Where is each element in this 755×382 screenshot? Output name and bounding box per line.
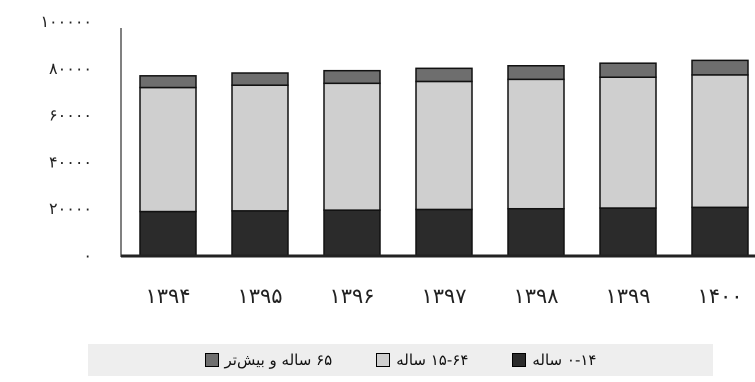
legend-item-0-14: ۰-۱۴ ساله <box>512 351 597 369</box>
x-tick-label: ۱۳۹۴ <box>145 284 190 308</box>
bar-segment-2-2 <box>231 84 289 212</box>
bar-segment-1-1 <box>139 210 197 257</box>
bar-segment-3-3 <box>323 69 381 85</box>
x-tick-label: ۱۳۹۶ <box>329 284 374 308</box>
bar-segment-2-1 <box>139 86 197 213</box>
bars-layer <box>139 59 749 257</box>
y-tick-label: ۱۰۰۰۰۰ <box>40 12 92 31</box>
bar-segment-1-4 <box>415 208 473 257</box>
bar-segment-1-5 <box>507 207 565 257</box>
bar-segment-1-3 <box>323 209 381 257</box>
y-tick-label: ۶۰۰۰۰ <box>49 106 92 125</box>
y-tick-label: ۰ <box>83 246 92 265</box>
bar-segment-2-7 <box>691 74 749 209</box>
x-tick-label: ۱۳۹۵ <box>237 284 282 308</box>
bar-segment-2-4 <box>415 80 473 211</box>
legend-label-15-64: ۱۵-۶۴ ساله <box>396 351 469 369</box>
bar-segment-3-2 <box>231 72 289 86</box>
chart-legend: ۶۵ ساله و بیش‌تر ۱۵-۶۴ ساله ۰-۱۴ ساله <box>88 344 713 376</box>
bar-segment-2-5 <box>507 78 565 210</box>
bar-segment-2-6 <box>599 76 657 209</box>
x-tick-label: ۱۳۹۷ <box>421 284 466 308</box>
legend-label-65-plus: ۶۵ ساله و بیش‌تر <box>224 351 333 369</box>
y-tick-label: ۴۰۰۰۰ <box>49 152 92 171</box>
legend-swatch-15-64 <box>376 353 391 367</box>
x-tick-label: ۱۳۹۹ <box>605 284 650 308</box>
legend-item-15-64: ۱۵-۶۴ ساله <box>376 351 468 369</box>
bar-segment-1-2 <box>231 210 289 257</box>
legend-swatch-0-14 <box>512 353 527 367</box>
legend-label-0-14: ۰-۱۴ ساله <box>532 351 597 369</box>
legend-item-65-plus: ۶۵ ساله و بیش‌تر <box>204 351 333 369</box>
bar-segment-3-1 <box>139 75 197 89</box>
bar-segment-2-3 <box>323 82 381 211</box>
bar-segment-1-6 <box>599 207 657 257</box>
x-tick-label: ۱۴۰۰ <box>697 284 742 308</box>
x-tick-label: ۱۳۹۸ <box>513 284 558 308</box>
bar-segment-3-4 <box>415 67 473 83</box>
y-tick-label: ۸۰۰۰۰ <box>49 59 92 78</box>
bar-segment-3-5 <box>507 65 565 81</box>
y-tick-labels: ۰ ۲۰۰۰۰ ۴۰۰۰۰ ۶۰۰۰۰ ۸۰۰۰۰ ۱۰۰۰۰۰ <box>40 12 92 265</box>
bar-segment-1-7 <box>691 206 749 257</box>
x-tick-labels: ۱۳۹۴ ۱۳۹۵ ۱۳۹۶ ۱۳۹۷ ۱۳۹۸ ۱۳۹۹ ۱۴۰۰ <box>145 284 742 308</box>
y-tick-label: ۲۰۰۰۰ <box>49 199 92 218</box>
legend-swatch-65-plus <box>204 353 219 367</box>
bar-segment-3-7 <box>691 59 749 76</box>
bar-segment-3-6 <box>599 62 657 78</box>
stacked-bar-chart: ۰ ۲۰۰۰۰ ۴۰۰۰۰ ۶۰۰۰۰ ۸۰۰۰۰ ۱۰۰۰۰۰ ۱۳۹۴ ۱۳۹۵ ۱۳۹۶… <box>40 12 755 308</box>
